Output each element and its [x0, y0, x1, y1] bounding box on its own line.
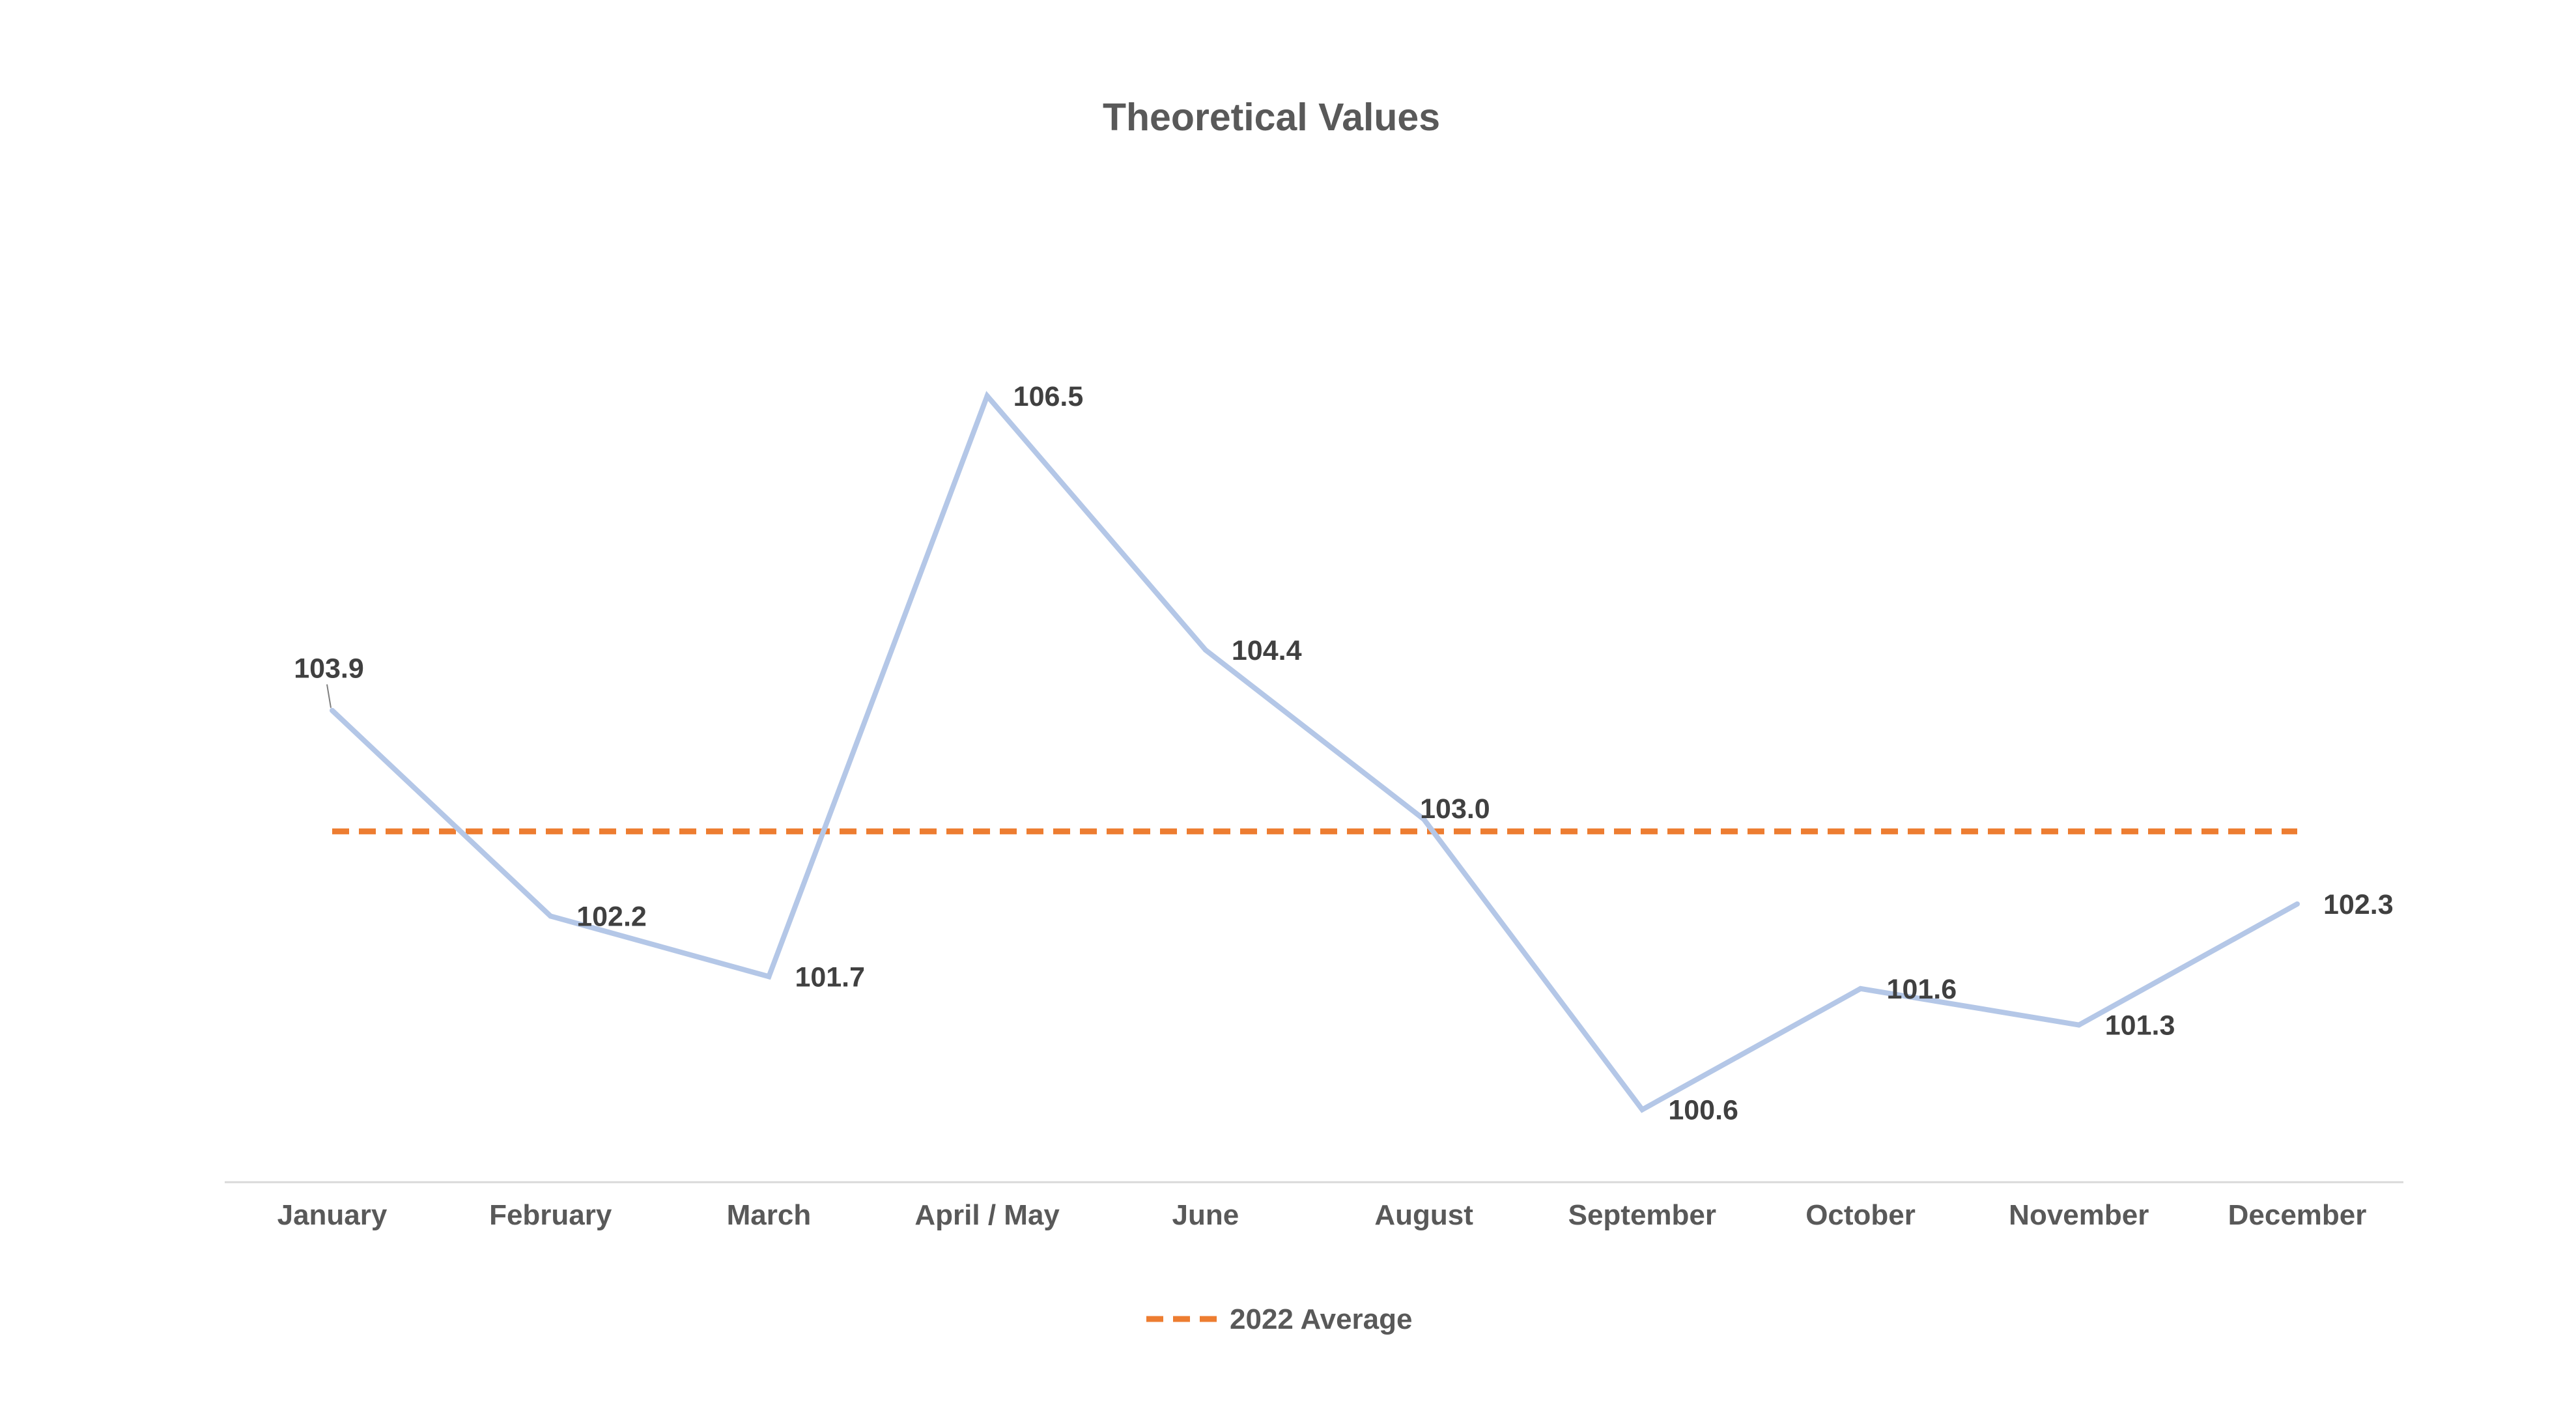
data-point	[548, 913, 554, 919]
leader-line	[326, 684, 332, 708]
data-point	[766, 974, 772, 980]
x-tick-label: June	[1172, 1199, 1239, 1231]
data-label: 104.4	[1232, 635, 1302, 666]
x-tick-label: August	[1374, 1199, 1473, 1231]
data-label: 102.2	[576, 901, 647, 932]
x-tick-label: February	[489, 1199, 612, 1231]
data-label: 100.6	[1668, 1095, 1738, 1126]
data-label: 101.7	[795, 961, 865, 993]
series-line	[330, 391, 2299, 1113]
data-label: 103.0	[1420, 793, 1490, 825]
data-label: 101.6	[1887, 974, 1957, 1005]
x-tick-label: March	[727, 1199, 812, 1231]
data-point	[1202, 647, 1208, 653]
chart-title: Theoretical Values	[1103, 96, 1440, 139]
data-label: 101.3	[2105, 1010, 2175, 1042]
x-tick-label: September	[1568, 1199, 1716, 1231]
x-tick-label: October	[1805, 1199, 1916, 1231]
x-axis-tick-labels: January February March April / May June Augus…	[277, 1199, 2367, 1231]
data-point	[2076, 1022, 2082, 1028]
x-tick-label: November	[2009, 1199, 2149, 1231]
x-tick-label: December	[2228, 1199, 2367, 1231]
data-point	[2295, 901, 2300, 907]
data-point	[330, 707, 335, 713]
data-label: 106.5	[1013, 381, 1084, 412]
data-point	[1639, 1107, 1645, 1113]
data-point	[1421, 816, 1427, 822]
x-tick-label: April / May	[914, 1199, 1060, 1231]
data-point	[1858, 986, 1863, 991]
data-point	[984, 393, 990, 399]
series-layer	[330, 391, 2300, 1113]
data-label: 102.3	[2323, 889, 2394, 920]
legend-label: 2022 Average	[1230, 1303, 1413, 1335]
data-labels: 103.9 102.2 101.7 106.5 104.4 103.0 100.6 101.6…	[294, 381, 2393, 1126]
data-label: 103.9	[294, 653, 364, 685]
x-tick-label: January	[277, 1199, 388, 1231]
legend: 2022 Average	[1146, 1303, 1413, 1335]
